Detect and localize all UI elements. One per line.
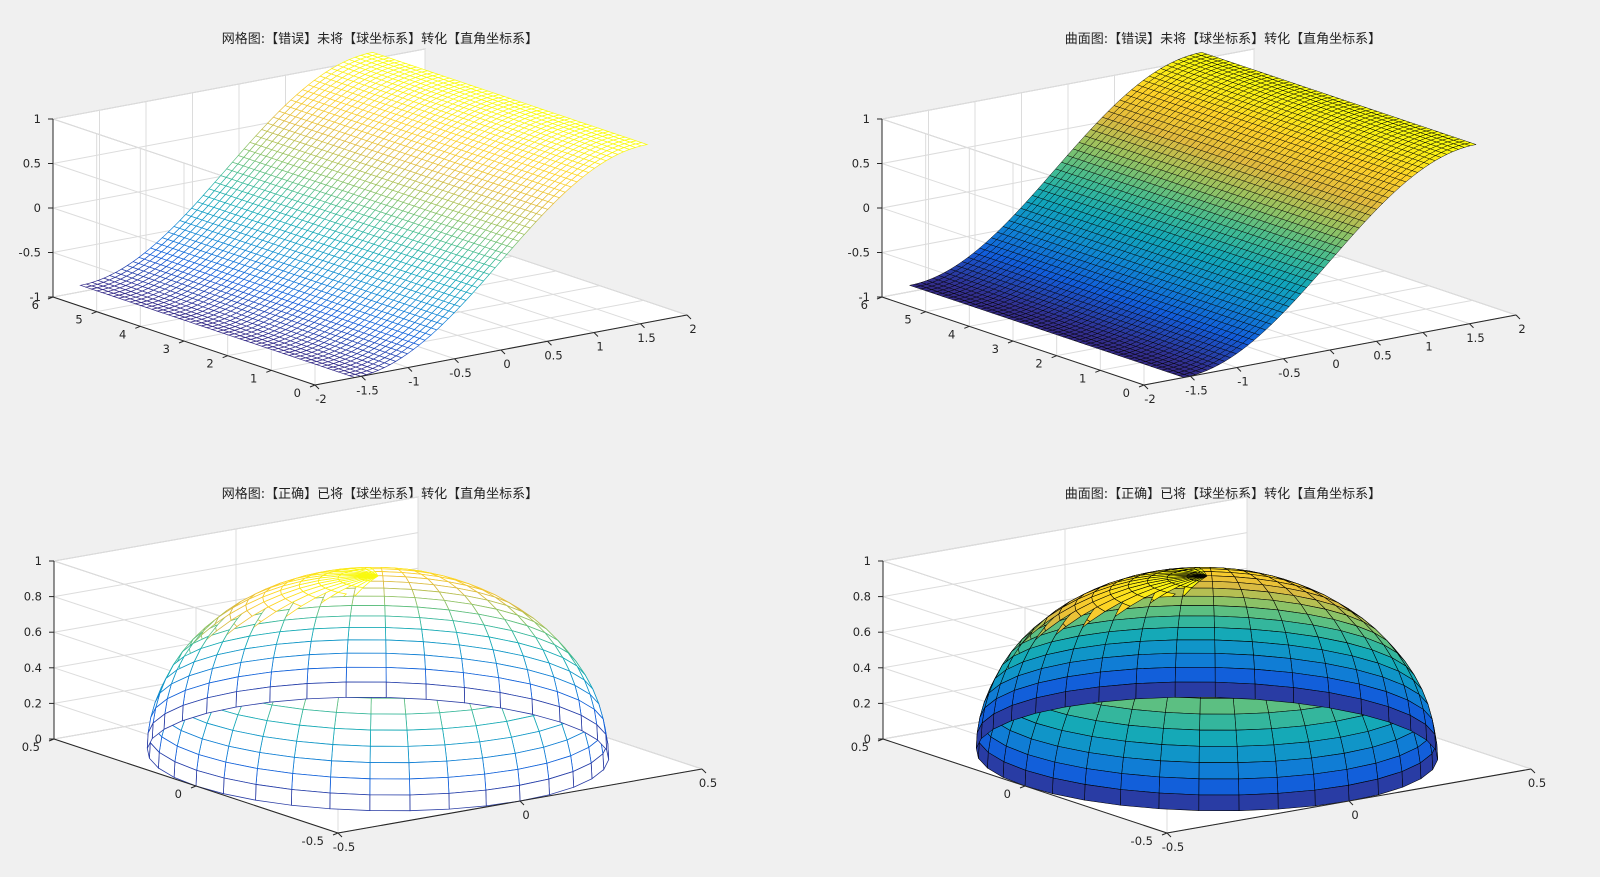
y-tick-label: 0	[1004, 787, 1011, 801]
tick-labels: -0.500.5-0.500.500.20.40.60.81	[22, 554, 717, 854]
z-tick-label: 0	[864, 732, 871, 746]
x-tick-label: 1.5	[1466, 331, 1484, 345]
x-tick-label: 1	[596, 340, 603, 354]
y-tick-label: 3	[992, 342, 999, 356]
panel-title: 曲面图:【正确】已将【球坐标系】转化【直角坐标系】	[1065, 487, 1381, 502]
z-tick-label: 0.5	[852, 157, 870, 171]
z-tick-label: 1	[864, 554, 871, 568]
x-tick-label: -0.5	[333, 840, 355, 854]
y-tick-label: 5	[75, 313, 82, 327]
x-tick-label: 0	[522, 808, 529, 822]
y-tick-label: 2	[1035, 357, 1042, 371]
z-tick-label: 0.2	[24, 696, 42, 710]
surface-plot	[908, 52, 1477, 378]
x-tick-label: 0	[1332, 357, 1339, 371]
z-tick-label: 0.8	[853, 590, 871, 604]
y-tick-label: 0.5	[22, 740, 40, 754]
y-tick-label: 1	[1079, 371, 1086, 385]
y-tick-label: 0	[1123, 386, 1130, 400]
x-tick-label: 2	[1518, 322, 1525, 336]
y-tick-label: 0	[294, 386, 301, 400]
z-tick-label: -1	[859, 290, 870, 304]
z-tick-label: 0	[35, 732, 42, 746]
subplot-surf-correct[interactable]: 曲面图:【正确】已将【球坐标系】转化【直角坐标系】 -0.500.5-0.500…	[851, 487, 1546, 854]
tick-labels: -0.500.5-0.500.500.20.40.60.81	[851, 554, 1546, 854]
z-tick-label: 0.8	[24, 590, 42, 604]
x-tick-label: -1.5	[1185, 383, 1207, 397]
x-tick-label: -0.5	[1278, 366, 1300, 380]
x-tick-label: -1	[408, 375, 419, 389]
x-tick-label: 1	[1425, 340, 1432, 354]
y-tick-label: -0.5	[1131, 834, 1153, 848]
z-tick-label: -0.5	[19, 246, 41, 260]
x-tick-label: 1.5	[637, 331, 655, 345]
y-tick-label: 4	[948, 327, 955, 341]
z-tick-label: 0.4	[24, 661, 42, 675]
surface-plot	[976, 567, 1438, 811]
subplot-mesh-correct[interactable]: 网格图:【正确】已将【球坐标系】转化【直角坐标系】 -0.500.5-0.500…	[22, 486, 717, 854]
x-tick-label: 0.5	[1528, 776, 1546, 790]
panel-title: 网格图:【正确】已将【球坐标系】转化【直角坐标系】	[222, 486, 538, 502]
x-tick-label: -2	[315, 392, 326, 406]
x-tick-label: -2	[1144, 392, 1155, 406]
x-tick-label: 0.5	[699, 776, 717, 790]
z-tick-label: -0.5	[848, 246, 870, 260]
z-tick-label: 0	[863, 201, 870, 215]
y-tick-label: 4	[119, 327, 126, 341]
x-tick-label: -1	[1237, 375, 1248, 389]
y-tick-label: 0	[175, 787, 182, 801]
z-tick-label: 1	[863, 112, 870, 126]
z-tick-label: 0.6	[853, 625, 871, 639]
panel-title: 网格图:【错误】未将【球坐标系】转化【直角坐标系】	[222, 31, 538, 47]
x-tick-label: -0.5	[1162, 840, 1184, 854]
z-tick-label: 0.2	[853, 696, 871, 710]
x-tick-label: -0.5	[449, 366, 471, 380]
x-tick-label: 0	[1351, 808, 1358, 822]
y-tick-label: 3	[163, 342, 170, 356]
z-tick-label: 1	[34, 112, 41, 126]
y-tick-label: -0.5	[302, 834, 324, 848]
y-tick-label: 1	[250, 371, 257, 385]
x-tick-label: 0.5	[544, 348, 562, 362]
subplot-mesh-wrong[interactable]: 网格图:【错误】未将【球坐标系】转化【直角坐标系】 -2 -1.5 -1 -0.5 0 0…	[19, 31, 697, 406]
z-tick-label: 0	[34, 201, 41, 215]
y-tick-label: 0.5	[851, 740, 869, 754]
z-tick-label: 0.6	[24, 625, 42, 639]
surface-plot	[146, 566, 610, 812]
x-tick-label: 2	[689, 322, 696, 336]
z-tick-label: 0.5	[23, 157, 41, 171]
subplot-surf-wrong[interactable]: 曲面图:【错误】未将【球坐标系】转化【直角坐标系】 -2 -1.5 -1 -0.5 0 0…	[848, 32, 1526, 406]
surface-plot	[79, 51, 649, 378]
y-tick-label: 2	[206, 357, 213, 371]
z-tick-label: -1	[30, 290, 41, 304]
z-tick-label: 1	[35, 554, 42, 568]
panel-title: 曲面图:【错误】未将【球坐标系】转化【直角坐标系】	[1065, 32, 1381, 47]
x-tick-label: 0.5	[1373, 348, 1391, 362]
x-tick-label: 0	[503, 357, 510, 371]
x-tick-label: -1.5	[356, 383, 378, 397]
y-tick-label: 6	[861, 298, 868, 312]
y-tick-label: 6	[32, 298, 39, 312]
z-tick-label: 0.4	[853, 661, 871, 675]
y-tick-label: 5	[904, 313, 911, 327]
